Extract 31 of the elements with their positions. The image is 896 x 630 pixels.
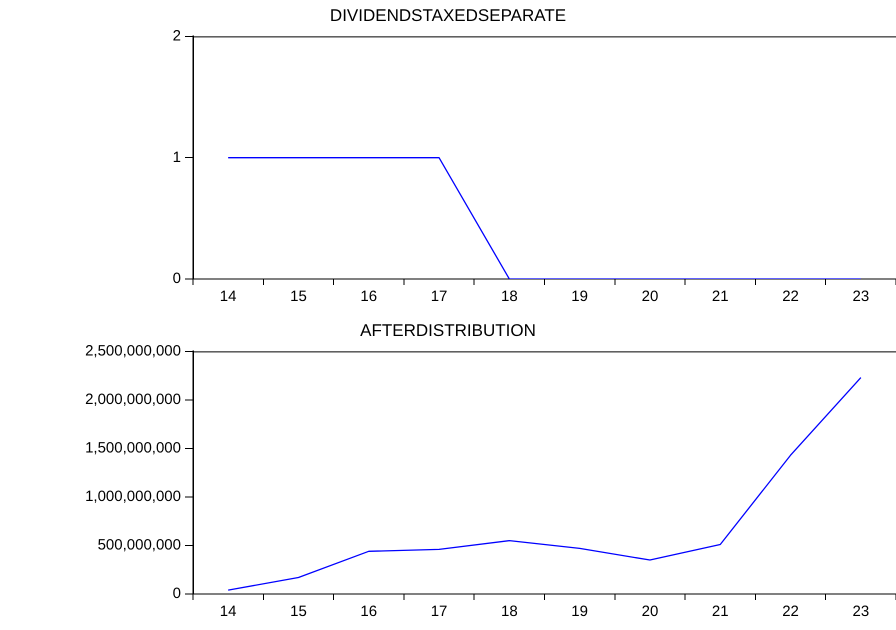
x-tick-label: 22 [782,603,799,620]
x-tick-label: 19 [571,288,588,306]
x-tick-label: 14 [220,603,236,620]
x-tick-label: 20 [642,603,658,620]
x-tick-label: 20 [642,288,658,306]
x-tick-label: 23 [852,288,870,306]
y-tick-label: 500,000,000 [98,536,181,554]
y-tick-label: 0 [172,585,181,602]
x-tick-label: 18 [501,288,518,306]
x-tick-label: 23 [852,603,870,620]
y-tick-label: 2 [172,28,181,45]
x-tick-label: 21 [712,288,729,306]
x-tick-label: 16 [360,603,378,620]
x-tick-label: 19 [571,603,588,620]
y-tick-label: 2,000,000,000 [85,391,181,408]
y-tick-label: 1 [172,148,181,166]
chart-title: DIVIDENDSTAXEDSEPARATE [330,6,566,25]
x-tick-label: 17 [430,603,448,620]
y-tick-label: 2,500,000,000 [85,342,181,360]
y-tick-label: 0 [172,270,181,288]
x-tick-label: 18 [501,603,518,620]
y-tick-label: 1,000,000,000 [85,488,181,506]
x-tick-label: 15 [290,603,307,620]
x-tick-label: 14 [220,288,236,306]
y-tick-label: 1,500,000,000 [85,440,181,457]
x-tick-label: 22 [782,288,799,306]
chart-title: AFTERDISTRIBUTION [360,320,536,340]
x-tick-label: 15 [290,288,307,306]
x-tick-label: 16 [360,288,378,306]
x-tick-label: 17 [430,288,448,306]
x-tick-label: 21 [712,603,729,620]
